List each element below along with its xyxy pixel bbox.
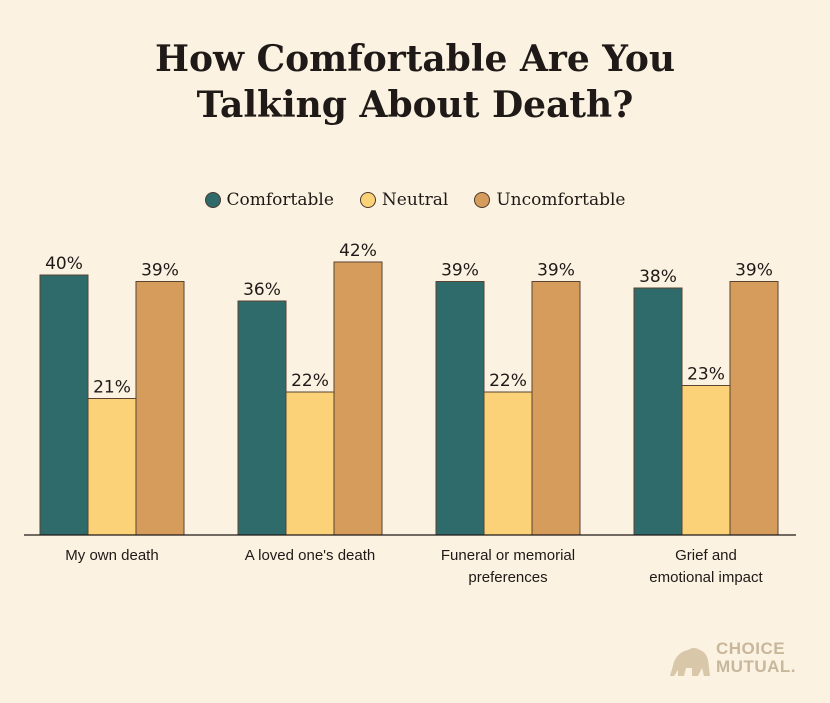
title-line-1: How Comfortable Are You <box>154 38 676 80</box>
category-label-3-line-1: Funeral or memorial <box>441 547 575 564</box>
choice-mutual-logo: CHOICE MUTUAL. <box>668 640 808 680</box>
legend-label-comfortable: Comfortable <box>226 190 334 210</box>
legend-swatch-comfortable <box>204 192 221 208</box>
value-label-neutral-1: 21% <box>93 378 131 398</box>
legend-swatch-neutral <box>359 192 376 208</box>
category-label-2: A loved one's death <box>245 547 375 564</box>
value-label-comfortable-1: 40% <box>45 254 83 274</box>
value-label-neutral-3: 22% <box>489 371 527 391</box>
bear-logo-icon <box>670 648 710 676</box>
legend-swatch-uncomfortable <box>474 192 491 208</box>
bar-uncomfortable-2 <box>333 261 383 536</box>
bar-comfortable-3 <box>435 281 485 536</box>
legend-item-uncomfortable: Uncomfortable <box>474 190 625 210</box>
logo-line-2: MUTUAL. <box>716 657 796 676</box>
value-label-neutral-2: 22% <box>291 371 329 391</box>
bar-uncomfortable-1 <box>135 281 185 536</box>
value-label-comfortable-4: 38% <box>639 267 677 287</box>
bar-neutral-3 <box>483 391 533 536</box>
bar-uncomfortable-3 <box>531 281 581 536</box>
bar-comfortable-2 <box>237 300 287 536</box>
value-label-neutral-4: 23% <box>687 365 725 385</box>
value-label-uncomfortable-2: 42% <box>339 241 377 261</box>
bar-neutral-4 <box>681 385 731 536</box>
chart-title: How Comfortable Are You Talking About De… <box>0 36 830 128</box>
category-label-3-line-2: preferences <box>468 569 547 586</box>
legend-item-comfortable: Comfortable <box>204 190 334 210</box>
legend-label-uncomfortable: Uncomfortable <box>496 190 626 210</box>
title-line-2: Talking About Death? <box>196 84 634 126</box>
value-label-uncomfortable-1: 39% <box>141 261 179 281</box>
category-label-1: My own death <box>65 547 158 564</box>
legend: Comfortable Neutral Uncomfortable <box>0 190 830 210</box>
value-label-uncomfortable-4: 39% <box>735 261 773 281</box>
legend-label-neutral: Neutral <box>381 190 449 210</box>
logo-line-1: CHOICE <box>716 639 786 658</box>
legend-item-neutral: Neutral <box>359 190 449 210</box>
value-label-comfortable-2: 36% <box>243 280 281 300</box>
bar-uncomfortable-4 <box>729 281 779 536</box>
bar-comfortable-1 <box>39 274 89 536</box>
value-label-uncomfortable-3: 39% <box>537 261 575 281</box>
bar-neutral-2 <box>285 391 335 536</box>
bar-neutral-1 <box>87 398 137 536</box>
category-label-4-line-2: emotional impact <box>649 569 763 586</box>
category-label-4-line-1: Grief and <box>675 547 737 564</box>
value-label-comfortable-3: 39% <box>441 261 479 281</box>
bar-comfortable-4 <box>633 287 683 536</box>
